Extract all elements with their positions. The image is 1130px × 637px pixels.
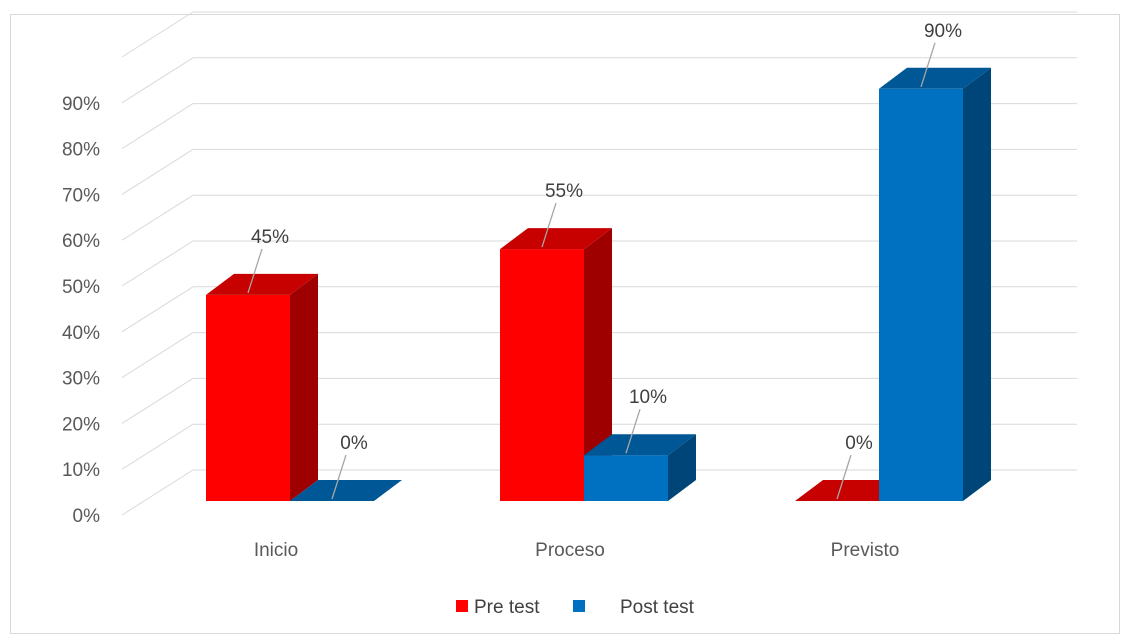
data-label: 45%	[251, 227, 289, 248]
legend-entry: Post test	[620, 597, 695, 618]
bar-post-test-inicio	[290, 480, 402, 501]
bar-top	[290, 480, 402, 501]
gridline-depth	[121, 57, 194, 104]
gridline-depth	[121, 148, 194, 195]
gridline-depth	[121, 423, 194, 470]
bar-pre-test-proceso	[500, 228, 612, 501]
data-label: 90%	[924, 21, 962, 42]
bar-side	[668, 434, 696, 501]
legend-swatch	[456, 600, 468, 612]
y-tick-label: 40%	[62, 323, 100, 344]
data-label-leader	[247, 248, 263, 294]
bar-post-test-proceso	[584, 434, 696, 501]
y-tick-label: 60%	[62, 231, 100, 252]
y-tick-label: 20%	[62, 414, 100, 435]
x-tick-label: Inicio	[254, 540, 298, 561]
y-tick-label: 50%	[62, 277, 100, 298]
bar-front	[584, 455, 668, 501]
y-tick-label: 10%	[62, 460, 100, 481]
legend: Pre test Post test	[456, 597, 695, 618]
y-tick-label: 30%	[62, 369, 100, 390]
gridline-depth	[121, 377, 194, 424]
data-label-leader	[331, 454, 347, 500]
legend-swatch	[573, 600, 585, 612]
gridline-depth	[121, 286, 194, 333]
gridline-depth	[121, 469, 194, 516]
data-label: 0%	[845, 433, 873, 454]
x-tick-label: Previsto	[831, 540, 900, 561]
y-tick-label: 70%	[62, 185, 100, 206]
data-label: 10%	[629, 387, 667, 408]
data-label-leader	[541, 202, 557, 248]
bar-top	[500, 228, 612, 250]
gridline-depth	[121, 11, 194, 58]
data-label-leader	[920, 42, 936, 87]
bar-side	[963, 67, 991, 502]
bars	[206, 67, 991, 502]
data-labels: 45% 0% 55% 10% 0% 90%	[247, 21, 962, 500]
y-tick-label: 90%	[62, 94, 100, 115]
bar-front	[206, 294, 290, 501]
bar-front	[500, 249, 584, 501]
gridline-depth	[121, 332, 194, 379]
data-label-leader	[836, 454, 852, 500]
bar-top	[584, 434, 696, 456]
bar-post-test-previsto	[879, 67, 991, 502]
bar-side	[290, 273, 318, 501]
gridline-depth	[121, 194, 194, 241]
bar-front	[879, 88, 963, 502]
data-label-leader	[625, 409, 641, 454]
y-tick-label: 80%	[62, 140, 100, 161]
bar-side	[584, 228, 612, 501]
data-label: 0%	[340, 433, 368, 454]
x-tick-label: Proceso	[535, 540, 605, 561]
y-axis: 0% 10% 20% 30% 40% 50% 60% 70% 80% 90%	[62, 94, 100, 527]
bar-top	[879, 67, 991, 89]
data-label: 55%	[545, 181, 583, 202]
bar-top	[206, 273, 318, 295]
bar-pre-test-inicio	[206, 273, 318, 501]
gridline-depth	[121, 240, 194, 287]
gridline-depth	[121, 103, 194, 150]
y-tick-label: 0%	[73, 506, 101, 527]
legend-entry: Pre test	[474, 597, 540, 618]
